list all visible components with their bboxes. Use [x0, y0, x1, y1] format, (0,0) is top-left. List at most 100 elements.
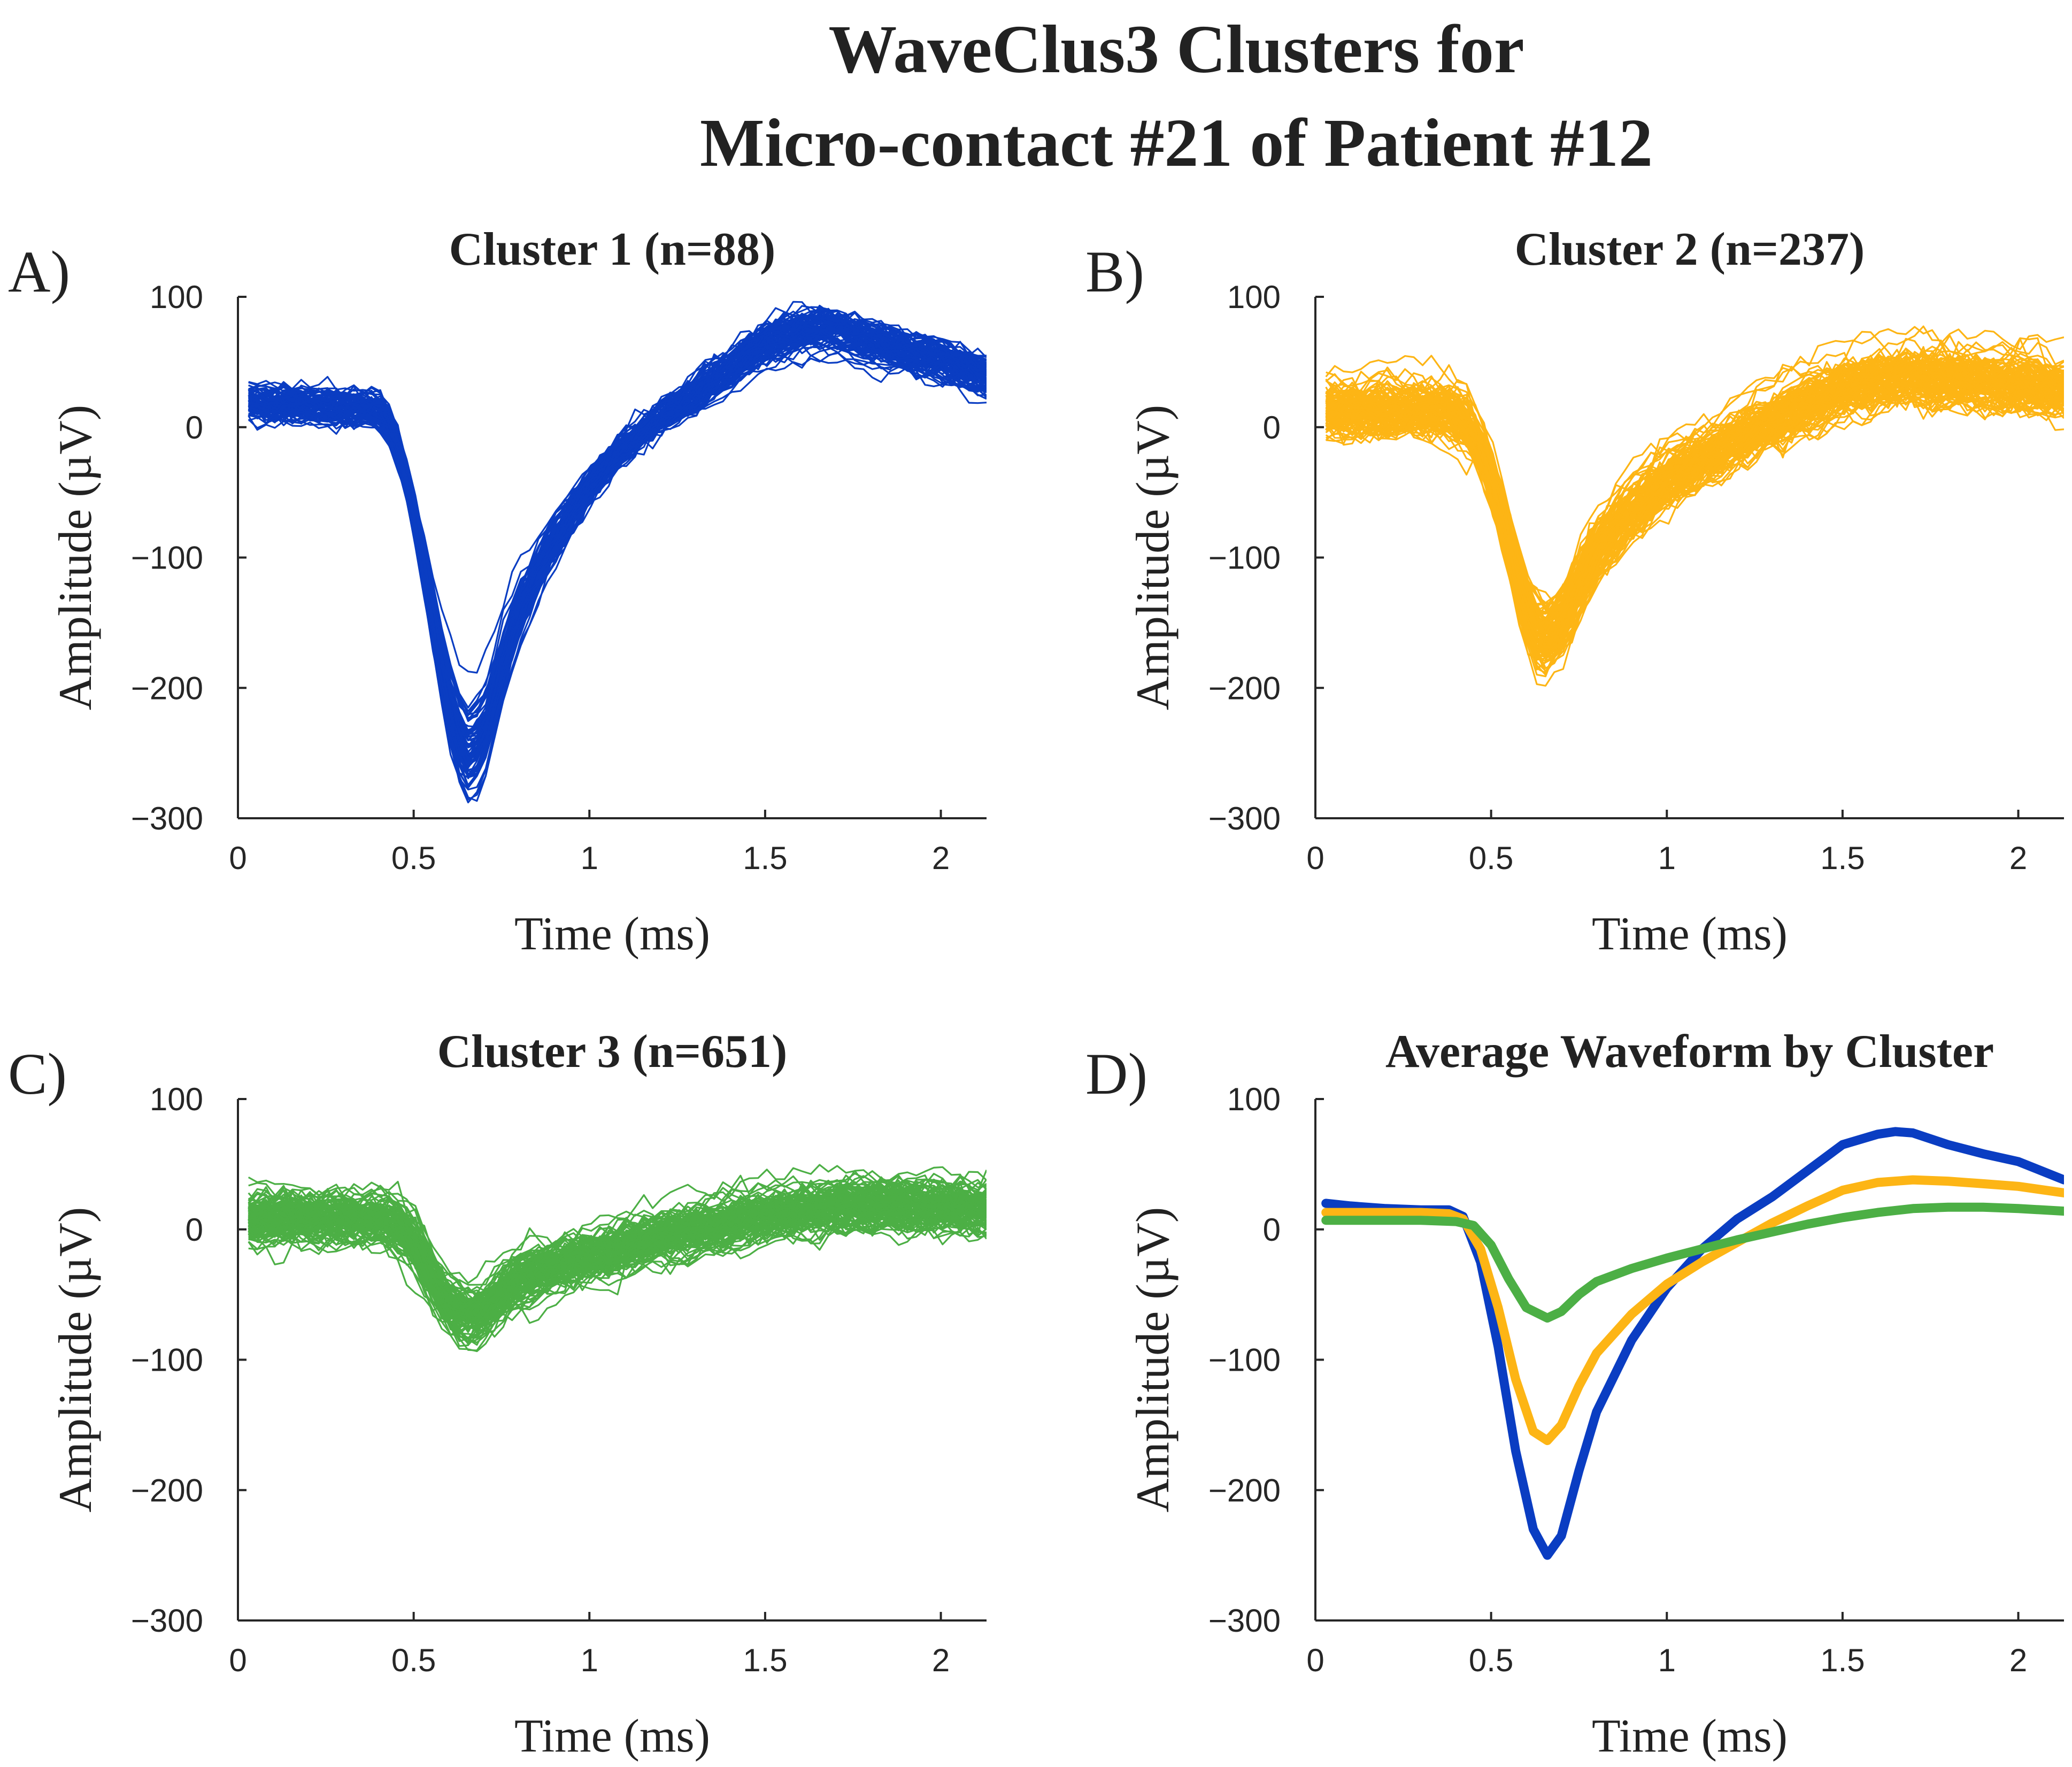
- spike-trace: [248, 324, 987, 768]
- x-tick-label: 2: [2009, 840, 2027, 876]
- spike-trace: [248, 326, 987, 741]
- spike-trace: [248, 1170, 987, 1297]
- y-tick-label: −100: [131, 1342, 203, 1378]
- spike-trace: [248, 312, 987, 778]
- spike-trace: [248, 313, 987, 756]
- panel-a: A) Cluster 1 (n=88) Time (ms) Amplitude (µV…: [8, 224, 987, 960]
- y-tick-label: −300: [131, 1603, 203, 1639]
- x-tick-label: 1: [1658, 1642, 1676, 1678]
- spike-trace: [1325, 381, 2064, 649]
- spike-trace: [1325, 346, 2064, 654]
- x-tick-label: 0.5: [1469, 1642, 1513, 1678]
- spike-trace: [1325, 326, 2064, 613]
- spike-trace: [248, 341, 987, 766]
- spike-trace: [248, 310, 987, 778]
- x-tick-label: 1.5: [1820, 1642, 1865, 1678]
- x-tick-label: 1: [581, 840, 598, 876]
- average-waveform-line: [1321, 1202, 2064, 1323]
- y-tick-label: −300: [131, 801, 203, 836]
- spike-trace: [248, 301, 987, 777]
- figure-title-line1: WaveClus3 Clusters for: [828, 11, 1524, 87]
- y-tick-label: −200: [131, 1472, 203, 1508]
- spike-trace: [248, 322, 987, 720]
- spike-trace: [1325, 350, 2064, 635]
- x-tick-label: 0.5: [391, 840, 436, 876]
- spike-trace: [248, 314, 987, 731]
- plot-area: [248, 1164, 987, 1353]
- spike-trace: [248, 331, 987, 746]
- spike-trace: [248, 1193, 987, 1324]
- spike-trace: [248, 1176, 987, 1324]
- spike-trace: [248, 321, 987, 756]
- spike-trace: [248, 323, 987, 716]
- spike-trace: [248, 323, 987, 755]
- plot-area: [1321, 1127, 2064, 1560]
- spike-traces: [248, 1164, 987, 1353]
- spike-trace: [248, 310, 987, 759]
- y-axis-label: Amplitude (µV): [1127, 405, 1179, 710]
- spike-trace: [1325, 347, 2064, 643]
- spike-trace: [248, 311, 987, 775]
- x-tick-label: 0: [229, 840, 247, 876]
- plot-area: [1325, 325, 2064, 687]
- x-tick-label: 0: [1306, 1642, 1324, 1678]
- spike-trace: [1326, 382, 2064, 651]
- panel-title: Average Waveform by Cluster: [1385, 1026, 1994, 1078]
- spike-trace: [248, 317, 987, 779]
- spike-trace: [248, 1210, 987, 1345]
- y-axis-label: Amplitude (µV): [50, 1207, 102, 1512]
- spike-trace: [248, 1187, 987, 1316]
- x-tick-label: 0: [229, 1642, 247, 1678]
- spike-trace: [248, 1179, 987, 1301]
- x-axis-label: Time (ms): [514, 1710, 710, 1762]
- spike-trace: [248, 307, 987, 769]
- x-tick-label: 0: [1306, 840, 1324, 876]
- chart-panels: A) Cluster 1 (n=88) Time (ms) Amplitude (µV…: [8, 224, 2064, 1762]
- x-tick-label: 1.5: [743, 840, 787, 876]
- spike-trace: [1325, 382, 2064, 660]
- panel-letter: B): [1085, 239, 1144, 304]
- spike-trace: [248, 327, 987, 715]
- spike-trace: [248, 1189, 987, 1312]
- panel-letter: A): [8, 239, 70, 304]
- spike-trace: [1326, 365, 2064, 659]
- spike-trace: [248, 304, 987, 779]
- spike-trace: [248, 311, 987, 735]
- y-axis-label: Amplitude (µV): [1127, 1207, 1179, 1512]
- x-tick-label: 2: [932, 840, 950, 876]
- panel-d: D) Average Waveform by Cluster Time (ms) Am…: [1085, 1026, 2064, 1762]
- spike-trace: [248, 312, 987, 736]
- spike-trace: [248, 323, 987, 744]
- panel-c: C) Cluster 3 (n=651) Time (ms) Amplitude (µ…: [8, 1026, 987, 1762]
- panel-title: Cluster 1 (n=88): [449, 224, 776, 275]
- x-tick-label: 2: [2009, 1642, 2027, 1678]
- spike-trace: [248, 314, 987, 757]
- y-tick-label: 100: [150, 1081, 203, 1117]
- spike-trace: [248, 318, 987, 759]
- y-tick-label: 0: [1263, 1212, 1281, 1248]
- x-tick-label: 1.5: [743, 1642, 787, 1678]
- spike-trace: [248, 318, 987, 759]
- spike-trace: [248, 328, 987, 721]
- average-waveform-line: [1321, 1127, 2064, 1560]
- figure-title-line2: Micro-contact #21 of Patient #12: [700, 105, 1653, 181]
- y-tick-label: −200: [1208, 1472, 1281, 1508]
- y-tick-label: −300: [1208, 801, 1281, 836]
- y-tick-label: −200: [131, 670, 203, 706]
- spike-trace: [248, 344, 987, 722]
- spike-trace: [248, 306, 987, 775]
- spike-trace: [1325, 365, 2064, 640]
- panel-letter: C): [8, 1041, 67, 1107]
- spike-trace: [248, 317, 987, 775]
- spike-trace: [248, 322, 987, 742]
- spike-trace: [248, 321, 987, 764]
- spike-trace: [248, 309, 987, 753]
- x-tick-label: 1.5: [1820, 840, 1865, 876]
- panel-b: B) Cluster 2 (n=237) Time (ms) Amplitude (µ…: [1085, 224, 2064, 960]
- panel-title: Cluster 3 (n=651): [437, 1026, 788, 1078]
- y-tick-label: 0: [186, 410, 203, 445]
- y-tick-label: 100: [1227, 1081, 1281, 1117]
- y-tick-label: 100: [150, 279, 203, 315]
- spike-trace: [248, 326, 987, 758]
- y-axis-label: Amplitude (µV): [50, 405, 102, 710]
